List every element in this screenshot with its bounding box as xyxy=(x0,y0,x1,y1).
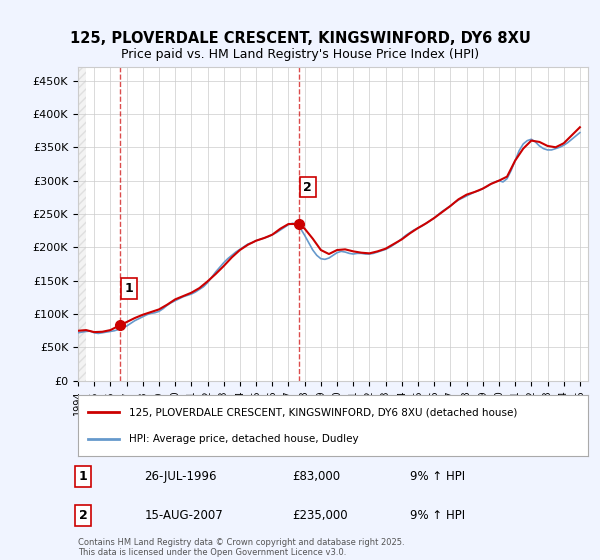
Text: 125, PLOVERDALE CRESCENT, KINGSWINFORD, DY6 8XU: 125, PLOVERDALE CRESCENT, KINGSWINFORD, … xyxy=(70,31,530,46)
Text: 9% ↑ HPI: 9% ↑ HPI xyxy=(409,470,464,483)
Text: 1: 1 xyxy=(79,470,88,483)
Text: Price paid vs. HM Land Registry's House Price Index (HPI): Price paid vs. HM Land Registry's House … xyxy=(121,48,479,60)
Text: 2: 2 xyxy=(79,509,88,522)
Text: £235,000: £235,000 xyxy=(292,509,348,522)
Text: Contains HM Land Registry data © Crown copyright and database right 2025.
This d: Contains HM Land Registry data © Crown c… xyxy=(78,538,404,557)
Text: 1: 1 xyxy=(124,282,133,295)
Text: 15-AUG-2007: 15-AUG-2007 xyxy=(145,509,223,522)
Text: 2: 2 xyxy=(304,181,312,194)
Text: 26-JUL-1996: 26-JUL-1996 xyxy=(145,470,217,483)
Text: 125, PLOVERDALE CRESCENT, KINGSWINFORD, DY6 8XU (detached house): 125, PLOVERDALE CRESCENT, KINGSWINFORD, … xyxy=(129,407,517,417)
Text: £83,000: £83,000 xyxy=(292,470,340,483)
Text: HPI: Average price, detached house, Dudley: HPI: Average price, detached house, Dudl… xyxy=(129,434,359,444)
Bar xyxy=(78,67,86,381)
Text: 9% ↑ HPI: 9% ↑ HPI xyxy=(409,509,464,522)
